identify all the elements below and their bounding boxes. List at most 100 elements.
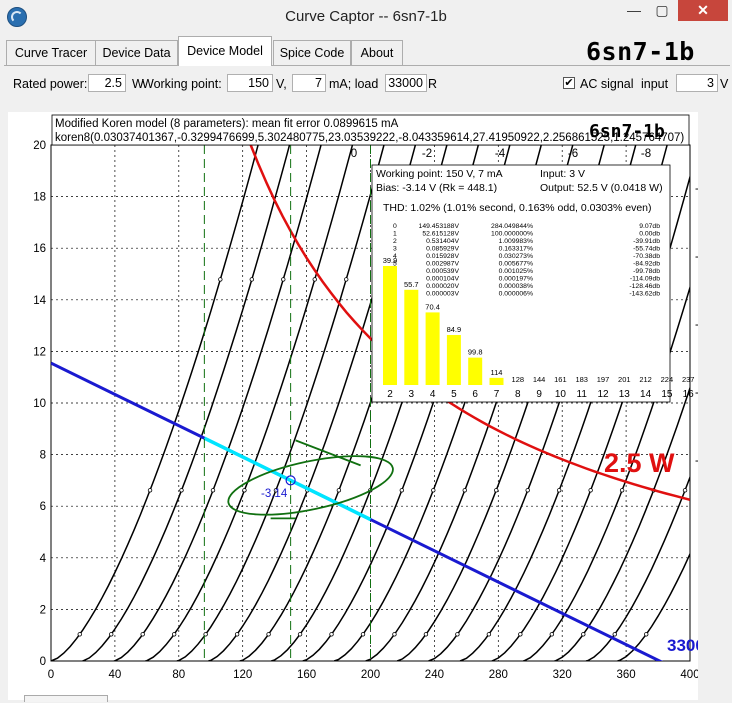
- thd-table-cell: 0.085929V: [426, 246, 459, 253]
- rated-power-label: Rated power:: [13, 77, 88, 91]
- thd-bar-value: 224: [661, 375, 674, 384]
- thd-table-cell: 0.000539V: [426, 268, 459, 275]
- thd-table-cell: 0.030273%: [499, 253, 533, 260]
- thd-table-cell: 0.000003V: [426, 291, 459, 298]
- load-input[interactable]: 33000: [385, 74, 427, 92]
- axis-ticks: 0 40 80 120 160 200 240 280 320 360 40002468101214…: [33, 140, 699, 681]
- tab-curve-tracer[interactable]: Curve Tracer: [6, 40, 96, 65]
- working-point-marker: [285, 475, 296, 486]
- measured-point: [691, 278, 695, 282]
- measured-point: [329, 632, 334, 637]
- x-tick-label: 240: [425, 669, 444, 681]
- input-voltage-input[interactable]: 3: [676, 74, 718, 92]
- wp-voltage-input[interactable]: 150: [227, 74, 273, 92]
- grid-voltage-label: -2: [422, 148, 432, 160]
- measured-point: [423, 632, 429, 637]
- input-voltage-unit: V: [720, 77, 729, 91]
- thd-harmonic-label: 11: [577, 389, 588, 400]
- y-tick-label: 18: [33, 192, 46, 204]
- thd-bar-value: 201: [618, 375, 631, 384]
- y-tick-label: 10: [33, 398, 46, 410]
- measured-point: [344, 277, 349, 282]
- wp-current-input[interactable]: 7: [292, 74, 326, 92]
- thd-bar-value: 39.9: [383, 256, 398, 265]
- measured-point: [179, 488, 184, 493]
- thd-bar: [468, 357, 483, 385]
- y-tick-label: 0: [40, 656, 46, 668]
- measured-point: [399, 488, 405, 493]
- bias-marker-label: -3.14: [261, 488, 288, 500]
- measured-point: [494, 488, 499, 493]
- thd-bar: [404, 289, 419, 385]
- measured-point: [462, 488, 467, 493]
- plate-curve: [113, 145, 322, 661]
- measured-point: [218, 277, 223, 282]
- thd-table-cell: -99.78db: [633, 268, 660, 275]
- measured-point: [431, 488, 436, 493]
- thd-harmonic-label: 2: [387, 389, 393, 400]
- plate-curve: [82, 145, 291, 661]
- tab-spice-code[interactable]: Spice Code: [273, 40, 351, 65]
- thd-table-cell: -55.74db: [633, 246, 660, 253]
- thd-bar-value: 197: [597, 375, 610, 384]
- measured-point: [249, 277, 255, 282]
- thd-harmonic-label: 9: [536, 389, 542, 400]
- thd-table-cell: 0.000197%: [499, 276, 533, 283]
- power-label: 2.5 W: [604, 448, 675, 478]
- thd-table-cell: -114.09db: [630, 276, 660, 283]
- x-tick-label: 280: [489, 669, 508, 681]
- thd-bar: [425, 312, 440, 385]
- wp-current-unit: mA; load: [329, 77, 379, 91]
- thd-bias-line: Bias: -3.14 V (Rk = 448.1): [376, 182, 497, 194]
- y-tick-label: 2: [40, 604, 46, 616]
- tab-device-model[interactable]: Device Model: [178, 36, 272, 66]
- tab-about[interactable]: About: [351, 40, 403, 65]
- thd-table-cell: 4: [393, 253, 397, 260]
- thd-table-cell: 0.015928V: [426, 253, 459, 260]
- tab-device-data[interactable]: Device Data: [95, 40, 178, 65]
- grid-voltage-label: -8: [641, 148, 651, 160]
- thd-wp-line: Working point: 150 V, 7 mA: [376, 168, 503, 180]
- plate-curve: [617, 552, 690, 661]
- x-tick-label: 80: [172, 669, 185, 681]
- measured-point: [109, 632, 114, 637]
- measured-point: [455, 632, 460, 637]
- thd-table-cell: 0.000104V: [426, 276, 459, 283]
- thd-table-cell: 100.000000%: [491, 231, 533, 238]
- measured-point: [588, 488, 593, 493]
- rated-power-input[interactable]: 2.5: [88, 74, 126, 92]
- wp-voltage-unit: V,: [276, 77, 287, 91]
- x-tick-label: 0: [48, 669, 54, 681]
- ac-signal-checkbox[interactable]: ✔: [563, 77, 575, 89]
- thd-harmonic-label: 8: [515, 389, 521, 400]
- x-tick-label: 320: [553, 669, 572, 681]
- maximize-icon[interactable]: ▢: [655, 2, 669, 18]
- minimize-icon[interactable]: —: [627, 2, 641, 18]
- thd-harmonic-label: 16: [683, 389, 695, 400]
- measured-point: [682, 488, 688, 493]
- thd-table-cell: -143.62db: [629, 291, 660, 298]
- thd-table-cell: 0: [393, 223, 397, 230]
- measured-point: [140, 632, 145, 637]
- thd-bar-value: 84.9: [447, 325, 462, 334]
- plate-curve: [333, 145, 543, 661]
- thd-table-cell: 0.163317%: [499, 246, 533, 253]
- plate-curve: [239, 145, 448, 661]
- measured-point: [210, 488, 216, 493]
- thd-table-cell: 0.005677%: [499, 261, 533, 268]
- thd-bar-value: 55.7: [404, 280, 419, 289]
- thd-harmonic-label: 13: [619, 389, 631, 400]
- thd-table-cell: 2: [393, 238, 397, 245]
- measured-point: [612, 632, 617, 637]
- thd-table-cell: -84.92db: [633, 261, 660, 268]
- measured-point: [312, 277, 317, 282]
- thd-harmonic-label: 12: [597, 389, 609, 400]
- thd-table-cell: 0.000038%: [499, 283, 533, 290]
- y-tick-label: 8: [40, 450, 46, 462]
- thd-table-cell: 0.001025%: [499, 268, 533, 275]
- x-tick-label: 400: [680, 669, 698, 681]
- thd-harmonic-label: 3: [409, 389, 415, 400]
- close-icon[interactable]: ✕: [678, 0, 728, 21]
- x-tick-label: 40: [109, 669, 122, 681]
- plate-curve: [271, 145, 480, 661]
